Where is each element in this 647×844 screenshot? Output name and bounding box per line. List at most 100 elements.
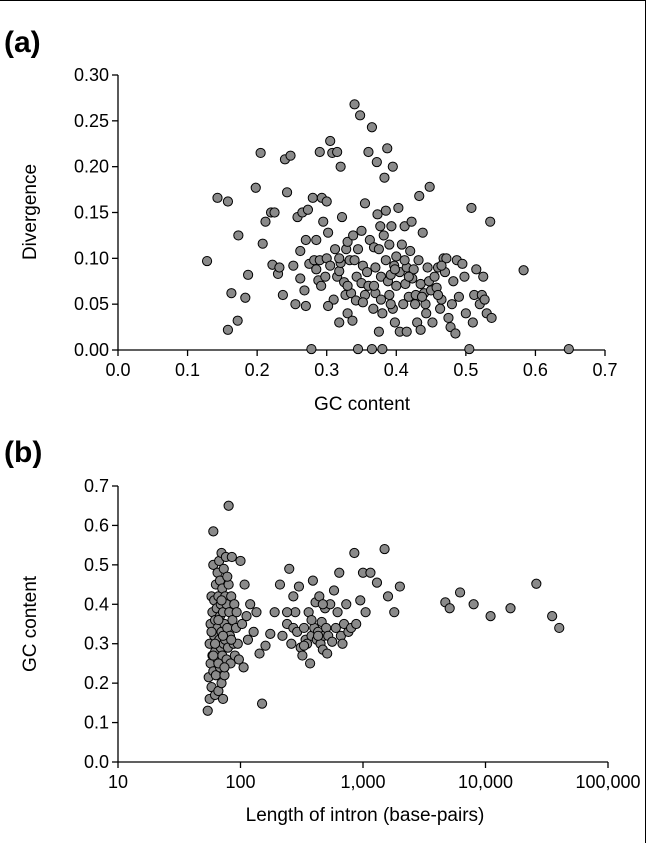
panel-b-data-point xyxy=(505,603,516,614)
panel-b-data-point xyxy=(260,640,271,651)
panel-a-data-point xyxy=(443,312,454,324)
panel-b-data-point xyxy=(222,571,233,582)
panel-b-data-point xyxy=(394,581,405,592)
panel-b-data-point xyxy=(297,650,308,661)
panel-a-x-axis-title: GC content xyxy=(314,394,411,415)
panel-a-data-point xyxy=(232,315,243,326)
panel-a-data-point xyxy=(336,211,348,223)
panel-b-x-tick-label: 100 xyxy=(225,772,255,792)
panel-a-divergence-vs-gc: (a) 0.00 0.05 0.10 0.15 0.20 0.25 0.30 0.0 0.1 0.… xyxy=(4,26,618,415)
panel-b-data-point xyxy=(202,705,213,716)
panel-a-data-point xyxy=(399,221,410,232)
panel-b-data-point xyxy=(254,648,265,659)
panel-b-data-point xyxy=(328,585,340,596)
panel-a-data-point xyxy=(457,258,468,269)
panel-a-data-point xyxy=(401,326,412,337)
panel-b-data-point xyxy=(216,595,227,606)
panel-a-data-point xyxy=(375,271,387,282)
panel-b-data-point xyxy=(245,599,256,610)
panel-a-data-point xyxy=(274,262,285,273)
panel-b-data-point xyxy=(241,611,252,622)
panel-a-data-point xyxy=(436,260,447,271)
panel-b-data-point xyxy=(206,626,217,637)
panel-b-data-point xyxy=(298,640,310,651)
panel-a-data-point xyxy=(391,280,402,291)
panel-b-data-point xyxy=(349,547,360,559)
panel-a-data-point xyxy=(342,236,353,247)
panel-b-data-point xyxy=(531,578,542,589)
panel-a-y-tick-label: 0.20 xyxy=(74,157,109,177)
panel-b-data-point xyxy=(235,555,246,567)
panel-b-x-tick-label: 10 xyxy=(108,772,128,792)
panel-a-data-point xyxy=(334,317,345,328)
panel-b-data-point xyxy=(327,636,338,647)
panel-a-data-point xyxy=(417,227,428,238)
panel-a-data-point xyxy=(478,271,489,282)
panel-a-data-point xyxy=(311,264,322,275)
panel-a-data-point xyxy=(240,292,251,303)
panel-a-data-point xyxy=(250,182,261,193)
panel-b-y-axis-title: GC content xyxy=(20,575,41,672)
panel-a-data-point xyxy=(389,317,400,328)
panel-a-data-point xyxy=(370,262,381,273)
panel-a-data-point xyxy=(366,122,378,133)
panel-a-data-point xyxy=(323,227,334,238)
panel-b-data-point xyxy=(332,607,343,618)
panel-b-data-point xyxy=(233,654,244,665)
panel-a-data-point xyxy=(385,299,396,310)
panel-b-data-point xyxy=(334,567,345,578)
panel-b-x-tick-label: 100,000 xyxy=(575,772,640,792)
panel-b-data-point xyxy=(288,591,299,602)
panel-a-data-point xyxy=(471,264,482,275)
panel-a-data-point xyxy=(323,300,334,312)
panel-a-data-point xyxy=(299,285,310,296)
panel-a-data-point xyxy=(373,244,384,255)
panel-b-data-point xyxy=(337,638,348,649)
panel-a-data-point xyxy=(391,251,402,262)
panel-b-data-point xyxy=(312,630,324,641)
panel-b-data-point xyxy=(360,607,371,618)
panel-b-data-point xyxy=(274,579,286,590)
panel-b-x-axis-title: Length of intron (base-pairs) xyxy=(246,805,485,826)
panel-a-data-point xyxy=(427,317,438,328)
panel-b-data-point xyxy=(217,693,229,705)
panel-a-data-point xyxy=(348,230,359,241)
panel-a-data-point xyxy=(307,192,318,203)
panel-a-data-point xyxy=(347,315,358,326)
panel-a-data-point xyxy=(459,271,470,282)
panel-b-data-point xyxy=(468,599,479,610)
panel-a-data-point xyxy=(222,324,234,335)
panel-a-data-point xyxy=(377,343,388,355)
panel-b-data-point xyxy=(284,563,295,574)
panel-a-data-point xyxy=(393,202,404,214)
panel-a-data-point xyxy=(318,216,329,227)
panel-a-data-point xyxy=(424,181,435,192)
panel-a-data-point xyxy=(378,230,389,241)
panel-b-data-point xyxy=(242,634,254,645)
panel-b-data-point xyxy=(277,630,288,641)
panel-a-data-point xyxy=(201,255,213,267)
panel-b-data-point xyxy=(208,650,219,661)
panel-a-data-point xyxy=(387,161,398,172)
panel-a-data-point xyxy=(384,289,395,301)
panel-a-data-point xyxy=(295,245,306,257)
panel-a-data-point xyxy=(380,205,391,216)
panel-b-data-point xyxy=(269,607,280,618)
panel-b-data-point xyxy=(219,662,230,673)
panel-a-y-axis-title: Divergence xyxy=(20,164,41,260)
panel-a-data-point xyxy=(416,291,428,302)
panel-b-data-point xyxy=(322,648,333,659)
panel-a-data-point xyxy=(269,207,280,218)
panel-a-data-point xyxy=(222,196,234,207)
panel-b-data-point xyxy=(365,567,376,578)
panel-a-data-point xyxy=(300,300,311,312)
panel-b-data-point xyxy=(226,634,237,645)
panel-a-data-point xyxy=(382,143,393,154)
panel-b-data-point xyxy=(298,622,310,634)
panel-b-data-point xyxy=(248,626,259,637)
panel-a-data-point xyxy=(389,264,400,275)
panel-b-data-point xyxy=(444,603,455,614)
panel-b-y-tick-label: 0.2 xyxy=(84,673,109,693)
panel-b-data-point xyxy=(231,607,242,618)
panel-b-data-point xyxy=(281,607,293,618)
